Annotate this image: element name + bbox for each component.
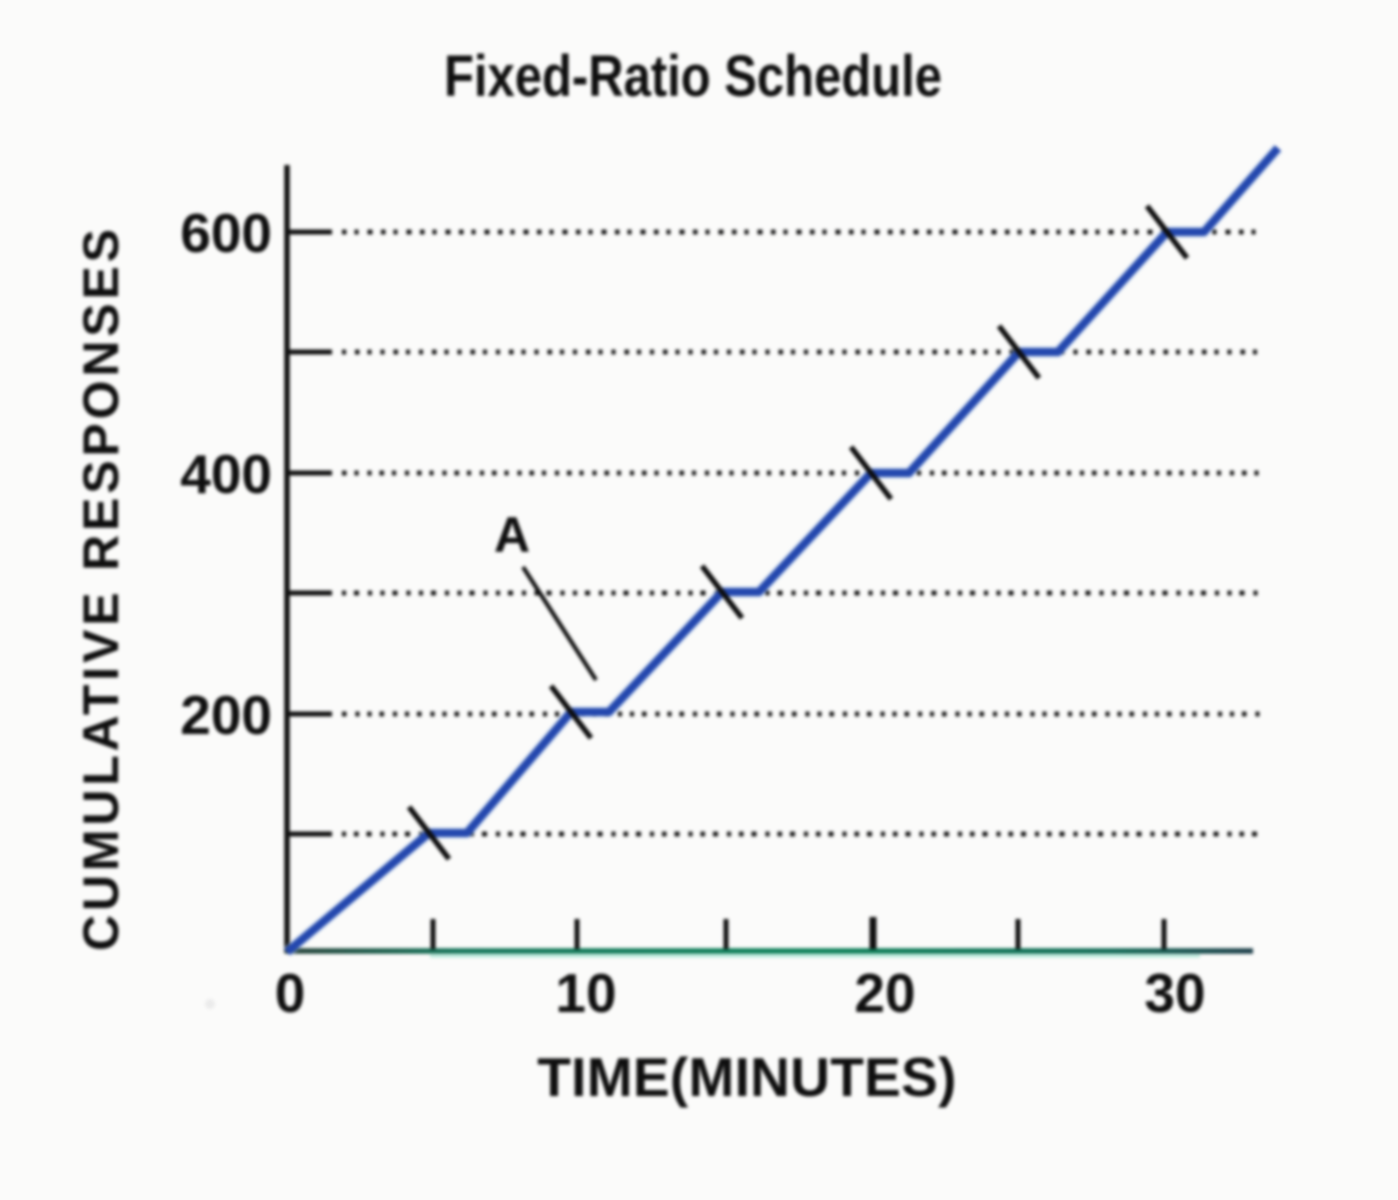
svg-text:Fixed-Ratio Schedule: Fixed-Ratio Schedule bbox=[444, 44, 942, 109]
svg-text:20: 20 bbox=[854, 962, 915, 1024]
svg-text:200: 200 bbox=[180, 684, 272, 746]
svg-text:A: A bbox=[494, 507, 530, 563]
svg-text:10: 10 bbox=[555, 962, 616, 1024]
svg-text:400: 400 bbox=[180, 443, 272, 505]
svg-text:TIME(MINUTES): TIME(MINUTES) bbox=[537, 1046, 956, 1108]
svg-text:0: 0 bbox=[275, 962, 306, 1024]
svg-text:30: 30 bbox=[1144, 962, 1205, 1024]
svg-text:600: 600 bbox=[180, 202, 272, 264]
